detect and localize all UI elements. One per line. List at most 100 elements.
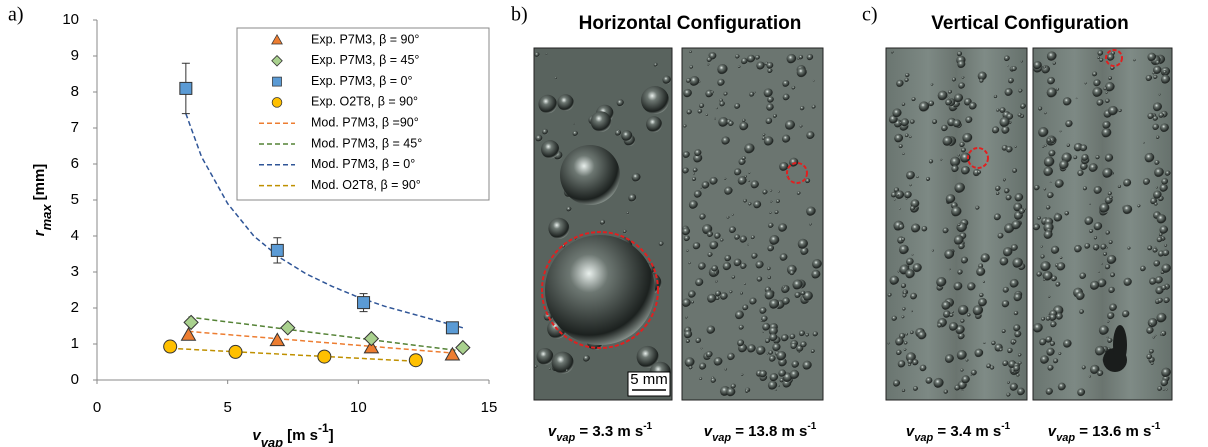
droplet	[692, 167, 698, 173]
droplet	[1101, 127, 1112, 138]
droplet	[1153, 260, 1161, 267]
model-line	[185, 113, 464, 329]
droplet	[1046, 87, 1057, 98]
droplet	[1055, 281, 1061, 287]
droplet	[730, 383, 736, 389]
droplet	[887, 292, 892, 297]
droplet	[970, 374, 973, 376]
droplet	[1104, 153, 1114, 163]
droplet	[900, 283, 907, 289]
droplet	[1108, 286, 1115, 294]
photo-caption: vvap = 3.4 m s-1	[906, 421, 1011, 444]
droplet	[1008, 77, 1014, 84]
droplet	[743, 283, 746, 286]
marker	[179, 81, 193, 95]
droplet	[768, 350, 774, 355]
droplet	[762, 189, 768, 195]
droplet	[944, 354, 954, 364]
droplet	[538, 94, 557, 114]
droplet	[726, 387, 736, 397]
droplet	[686, 78, 692, 84]
droplet	[1097, 50, 1104, 57]
droplet	[1047, 138, 1052, 143]
droplet	[1117, 184, 1122, 189]
droplet	[901, 237, 906, 242]
droplet	[943, 389, 949, 394]
droplet	[1007, 65, 1009, 67]
y-tick-label: 6	[71, 155, 79, 172]
droplet	[812, 259, 822, 269]
droplet	[809, 223, 812, 226]
droplet	[948, 89, 953, 94]
droplet	[1013, 310, 1019, 316]
droplet	[1046, 347, 1055, 357]
droplet	[962, 132, 973, 143]
droplet	[811, 104, 816, 109]
droplet	[917, 330, 927, 340]
droplet	[723, 91, 728, 96]
droplet	[572, 130, 578, 137]
droplet	[957, 304, 969, 316]
droplet	[1046, 51, 1057, 62]
droplet	[909, 184, 912, 187]
droplet	[748, 180, 751, 183]
droplet	[898, 223, 905, 230]
droplet	[794, 291, 801, 299]
droplet	[653, 62, 658, 67]
droplet	[954, 384, 961, 391]
droplet	[778, 223, 788, 233]
legend-label: Mod. P7M3, β = 0°	[311, 157, 415, 171]
droplet	[698, 262, 706, 271]
droplet	[729, 290, 733, 294]
droplet	[683, 235, 690, 242]
droplet	[683, 330, 693, 339]
panel-label: c)	[862, 4, 878, 26]
droplet	[772, 343, 781, 352]
droplet	[950, 156, 961, 168]
marker	[444, 346, 461, 361]
droplet	[1038, 106, 1043, 111]
legend-box	[236, 27, 490, 201]
droplet	[700, 347, 703, 350]
droplet	[913, 386, 919, 392]
droplet	[756, 276, 763, 282]
droplet	[705, 113, 709, 117]
droplet	[1122, 204, 1133, 215]
droplet	[905, 269, 915, 279]
droplet	[697, 108, 703, 114]
droplet	[715, 296, 720, 301]
droplet	[960, 165, 970, 175]
model-line	[170, 347, 416, 363]
droplet	[1110, 272, 1116, 278]
droplet	[990, 365, 995, 370]
caption-text: = 13.6 m s	[1075, 423, 1151, 440]
droplet	[1096, 98, 1104, 107]
droplet	[912, 263, 922, 273]
droplet	[1002, 247, 1013, 257]
droplet	[1054, 179, 1064, 189]
droplet	[728, 226, 737, 234]
droplet	[967, 313, 971, 317]
droplet	[928, 159, 934, 164]
droplet	[554, 76, 558, 80]
droplet	[978, 263, 984, 269]
droplet	[1045, 387, 1053, 396]
droplet	[791, 360, 800, 369]
droplet	[1088, 163, 1098, 173]
droplet	[961, 389, 964, 392]
droplet	[614, 129, 622, 136]
droplet	[1152, 336, 1155, 339]
caption-symbol: v	[548, 423, 558, 440]
droplet	[910, 223, 921, 233]
droplet	[1043, 187, 1047, 191]
droplet	[1098, 325, 1109, 336]
droplet	[911, 253, 914, 256]
droplet	[721, 136, 730, 145]
droplet	[786, 53, 797, 64]
marker	[363, 330, 380, 347]
droplet	[1137, 204, 1141, 208]
droplet	[1050, 245, 1060, 255]
droplet	[900, 118, 910, 127]
droplet	[1159, 332, 1163, 336]
droplet	[798, 351, 801, 354]
